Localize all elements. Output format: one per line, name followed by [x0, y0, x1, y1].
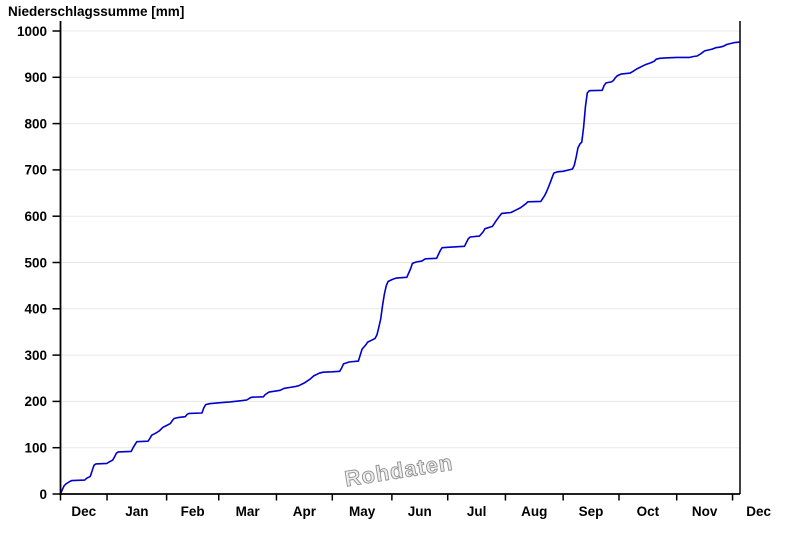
- x-tick-label-2-Feb: Feb: [181, 504, 205, 519]
- x-tick-label-6-Jun: Jun: [408, 504, 432, 519]
- x-tick-label-12-Dec: Dec: [746, 504, 771, 519]
- y-tick-label-300: 300: [24, 348, 47, 363]
- x-tick-label-9-Sep: Sep: [579, 504, 604, 519]
- chart-title: Niederschlagssumme [mm]: [8, 4, 185, 19]
- watermark: Rohdaten: [343, 450, 455, 492]
- y-tick-label-0: 0: [39, 487, 47, 502]
- y-tick-label-400: 400: [24, 302, 47, 317]
- x-tick-label-10-Oct: Oct: [637, 504, 660, 519]
- x-tick-label-5-May: May: [349, 504, 376, 519]
- data-line: [59, 41, 741, 495]
- y-tick-label-900: 900: [24, 70, 47, 85]
- y-tick-label-600: 600: [24, 209, 47, 224]
- x-tick-label-3-Mar: Mar: [236, 504, 261, 519]
- y-tick-label-100: 100: [24, 441, 47, 456]
- y-tick-label-700: 700: [24, 163, 47, 178]
- x-tick-label-7-Jul: Jul: [467, 504, 487, 519]
- y-tick-label-800: 800: [24, 116, 47, 131]
- y-tick-label-500: 500: [24, 255, 47, 270]
- y-tick-label-1000: 1000: [17, 24, 47, 39]
- x-tick-label-0-Dec: Dec: [71, 504, 96, 519]
- x-tick-label-11-Nov: Nov: [692, 504, 718, 519]
- y-tick-label-200: 200: [24, 394, 47, 409]
- x-tick-label-8-Aug: Aug: [521, 504, 547, 519]
- x-tick-label-4-Apr: Apr: [293, 504, 317, 519]
- x-tick-label-1-Jan: Jan: [125, 504, 148, 519]
